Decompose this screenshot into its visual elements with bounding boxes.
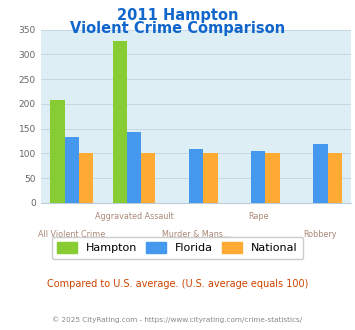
Bar xyxy=(189,148,203,203)
Legend: Hampton, Florida, National: Hampton, Florida, National xyxy=(52,237,303,259)
Bar xyxy=(203,153,218,203)
Bar xyxy=(50,100,65,203)
Text: Violent Crime Comparison: Violent Crime Comparison xyxy=(70,21,285,36)
Text: Rape: Rape xyxy=(248,213,268,221)
Text: Robbery: Robbery xyxy=(304,230,337,239)
Bar xyxy=(313,144,328,203)
Text: © 2025 CityRating.com - https://www.cityrating.com/crime-statistics/: © 2025 CityRating.com - https://www.city… xyxy=(53,317,302,323)
Text: Murder & Mans...: Murder & Mans... xyxy=(162,230,230,239)
Text: All Violent Crime: All Violent Crime xyxy=(38,230,105,239)
Bar xyxy=(141,153,155,203)
Bar xyxy=(79,153,93,203)
Bar xyxy=(266,153,280,203)
Bar xyxy=(113,41,127,203)
Bar xyxy=(328,153,342,203)
Bar xyxy=(65,137,79,203)
Text: Compared to U.S. average. (U.S. average equals 100): Compared to U.S. average. (U.S. average … xyxy=(47,279,308,289)
Text: 2011 Hampton: 2011 Hampton xyxy=(117,8,238,23)
Text: Aggravated Assault: Aggravated Assault xyxy=(95,213,173,221)
Bar xyxy=(127,132,141,203)
Bar xyxy=(251,151,266,203)
